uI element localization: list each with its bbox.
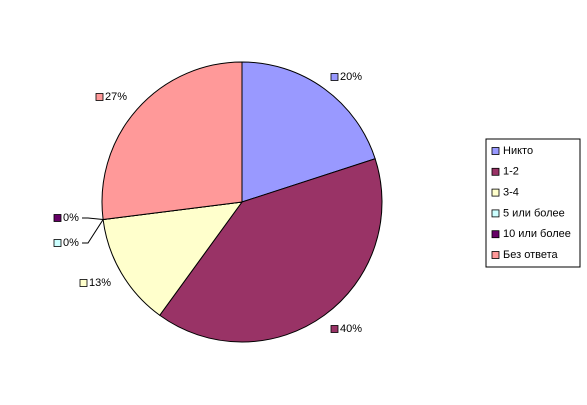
label-swatch [95,93,104,101]
legend-label: Без ответа [503,249,558,261]
leader-line [82,217,104,221]
legend-label: Никто [503,145,533,157]
label-swatch [53,239,62,247]
legend-label: 1-2 [503,166,519,178]
legend-swatch [491,167,500,176]
data-label: 40% [340,323,362,335]
label-swatch [330,73,339,81]
legend-box [485,138,581,268]
legend-label: 3-4 [503,187,519,199]
legend-swatch [491,251,500,259]
legend-label: 10 или более [503,228,571,240]
legend-label: 5 или более [503,207,565,219]
data-label: 20% [340,71,362,83]
label-swatch [79,279,88,287]
legend-swatch [491,209,500,218]
legend-swatch [491,188,500,197]
pie-slice [101,61,243,221]
pie-slice [159,158,383,343]
legend-swatch [491,147,500,155]
leader-line [82,219,104,244]
legend-swatch [491,230,500,239]
data-label: 0% [63,212,79,224]
data-label: 0% [63,237,79,249]
pie-slice [241,61,376,203]
label-swatch [53,214,62,222]
data-label: 13% [89,277,111,289]
label-swatch [330,325,339,333]
pie-slice [102,201,244,316]
data-label: 27% [105,91,127,103]
